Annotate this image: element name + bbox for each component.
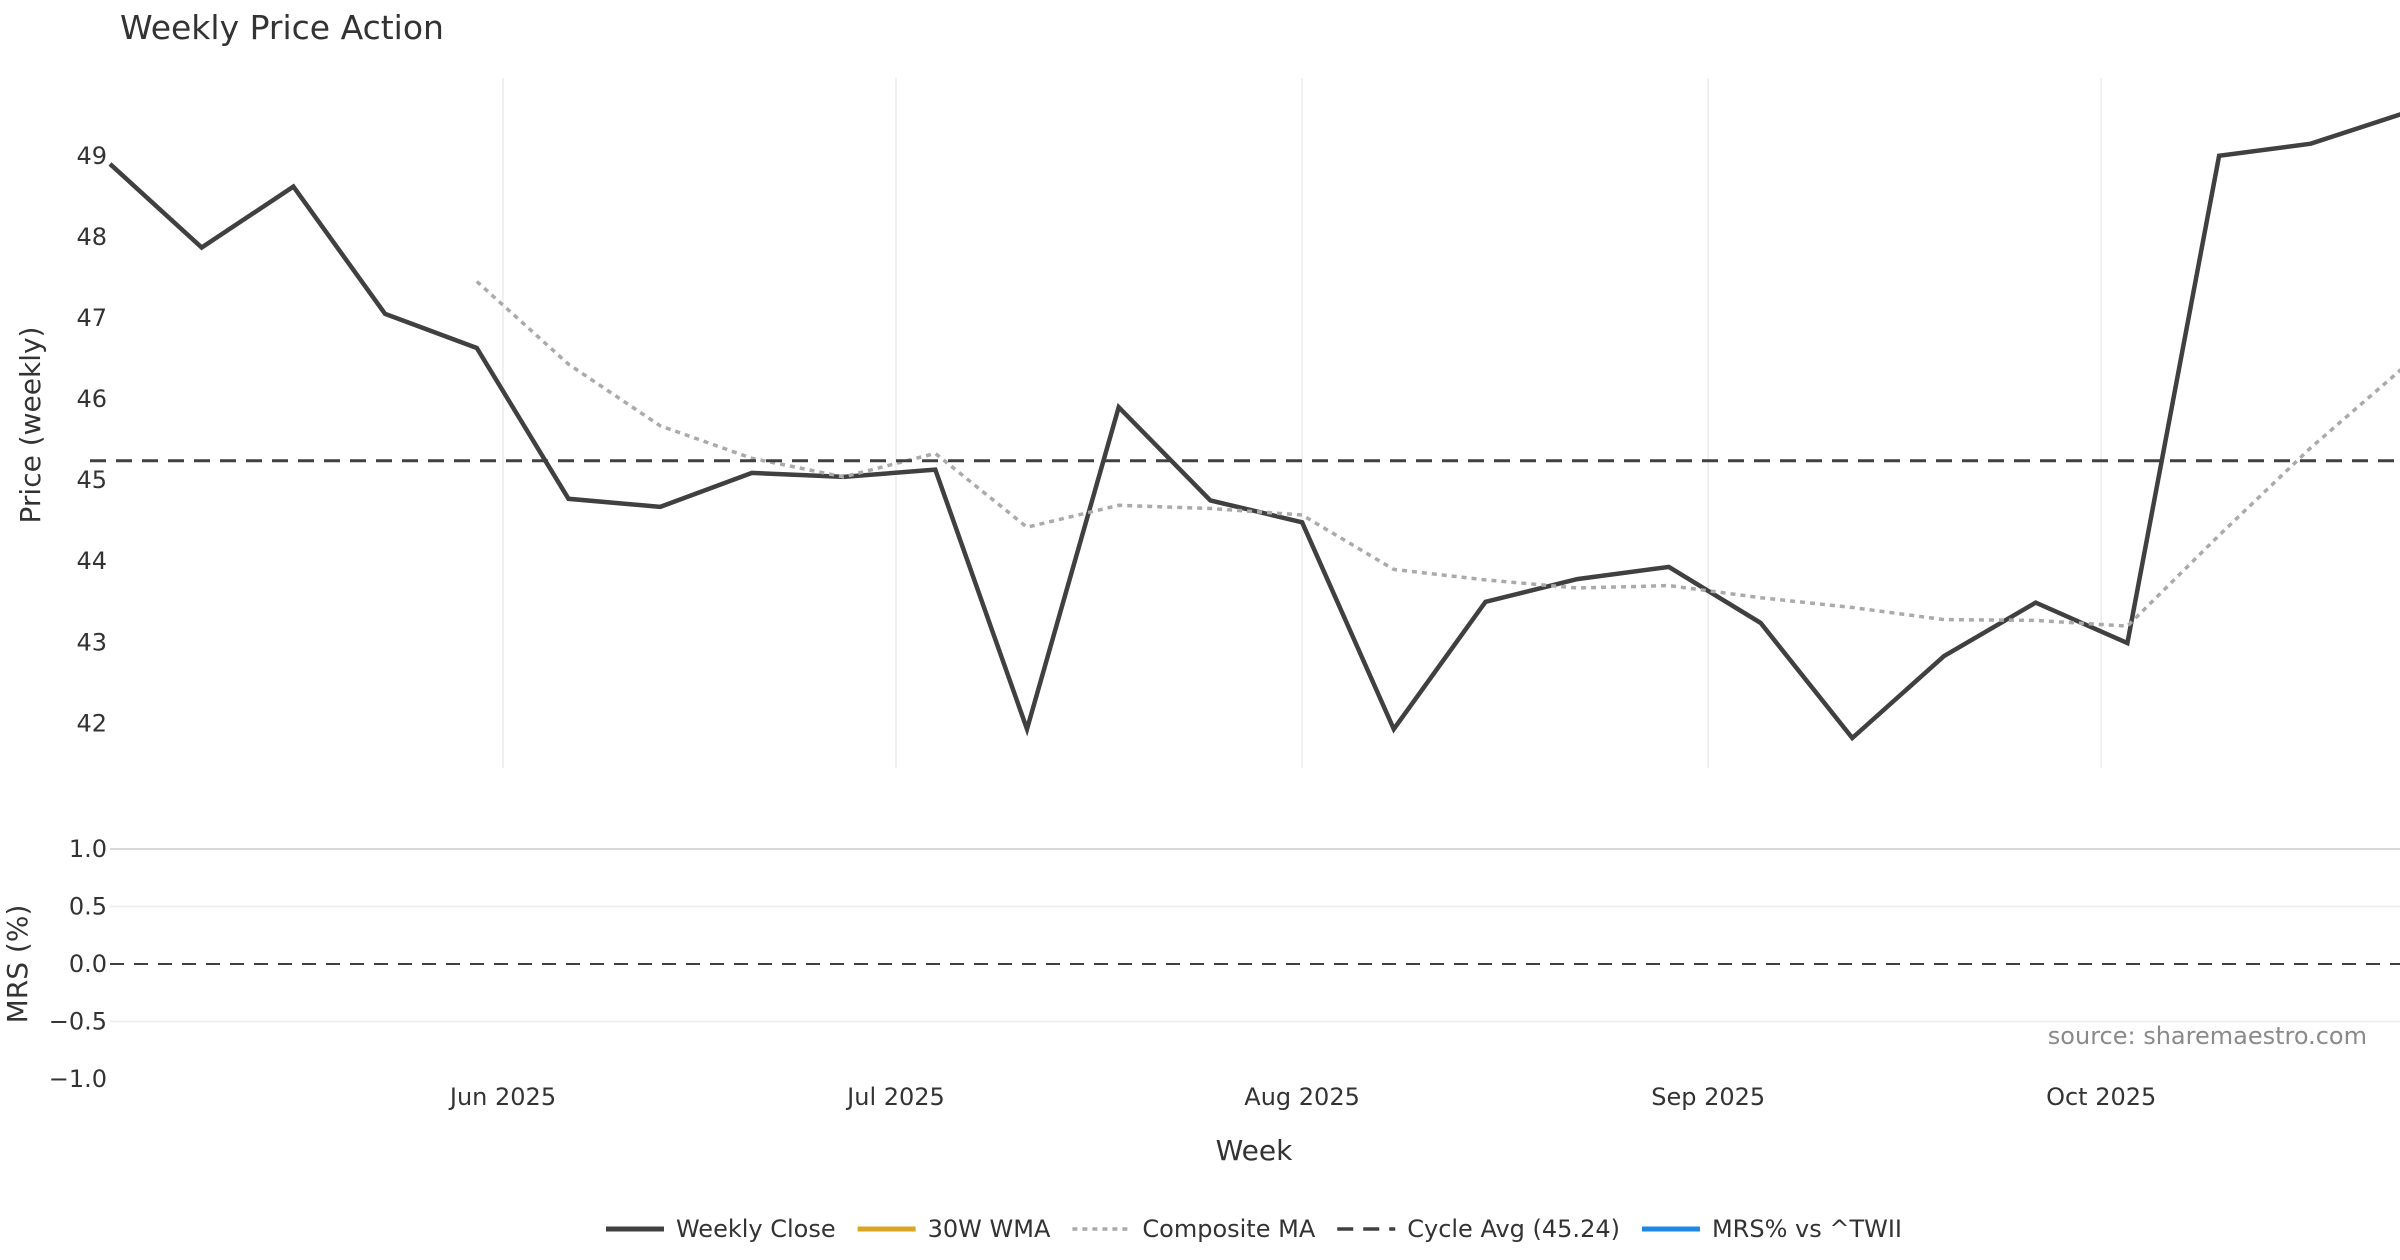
- mrs-y-tick-label: −0.5: [49, 1008, 107, 1036]
- mrs-y-axis-title: MRS (%): [1, 905, 34, 1024]
- x-tick-label: Jun 2025: [448, 1083, 556, 1111]
- price-series: [90, 112, 2400, 742]
- x-tick-label: Jul 2025: [845, 1083, 945, 1111]
- source-note: source: sharemaestro.com: [2048, 1022, 2367, 1050]
- price-y-tick-label: 46: [76, 385, 107, 413]
- mrs-y-ticks: 1.0 0.5 0.0 −0.5 −1.0: [49, 835, 107, 1093]
- x-tick-label: Sep 2025: [1651, 1083, 1765, 1111]
- price-y-tick-label: 48: [76, 223, 107, 251]
- legend-label: MRS% vs ^TWII: [1712, 1215, 1902, 1243]
- price-y-tick-label: 43: [76, 628, 107, 656]
- price-y-tick-label: 42: [76, 709, 107, 737]
- x-tick-label: Aug 2025: [1244, 1083, 1360, 1111]
- price-y-tick-label: 49: [76, 142, 107, 170]
- price-y-tick-label: 45: [76, 466, 107, 494]
- price-panel: 42 43 44 45 46 47 48 49: [76, 78, 2400, 768]
- price-y-axis-title: Price (weekly): [14, 327, 47, 524]
- legend-label: Composite MA: [1142, 1215, 1315, 1243]
- series-composite-ma-line: [475, 280, 2400, 628]
- price-y-tick-label: 47: [76, 304, 107, 332]
- price-grid: [502, 78, 2102, 768]
- series-weekly-close-line: [108, 112, 2400, 742]
- mrs-grid: [110, 848, 2400, 1023]
- chart-title: Weekly Price Action: [120, 8, 444, 47]
- legend-label: Cycle Avg (45.24): [1407, 1215, 1620, 1243]
- mrs-y-tick-label: 1.0: [69, 835, 107, 863]
- mrs-panel: 1.0 0.5 0.0 −0.5 −1.0: [49, 835, 2400, 1093]
- mrs-y-tick-label: −1.0: [49, 1065, 107, 1093]
- x-axis-title: Week: [1216, 1134, 1293, 1167]
- legend: Weekly Close 30W WMA Composite MA Cycle Avg…: [605, 1215, 1902, 1243]
- x-axis-ticks: Jun 2025 Jul 2025 Aug 2025 Sep 2025 Oct 2025: [448, 1083, 2156, 1111]
- mrs-y-tick-label: 0.5: [69, 893, 107, 921]
- mrs-y-tick-label: 0.0: [69, 950, 107, 978]
- legend-label: Weekly Close: [676, 1215, 836, 1243]
- price-y-tick-label: 44: [76, 547, 107, 575]
- x-tick-label: Oct 2025: [2046, 1083, 2156, 1111]
- price-y-ticks: 42 43 44 45 46 47 48 49: [76, 142, 107, 738]
- legend-label: 30W WMA: [928, 1215, 1051, 1243]
